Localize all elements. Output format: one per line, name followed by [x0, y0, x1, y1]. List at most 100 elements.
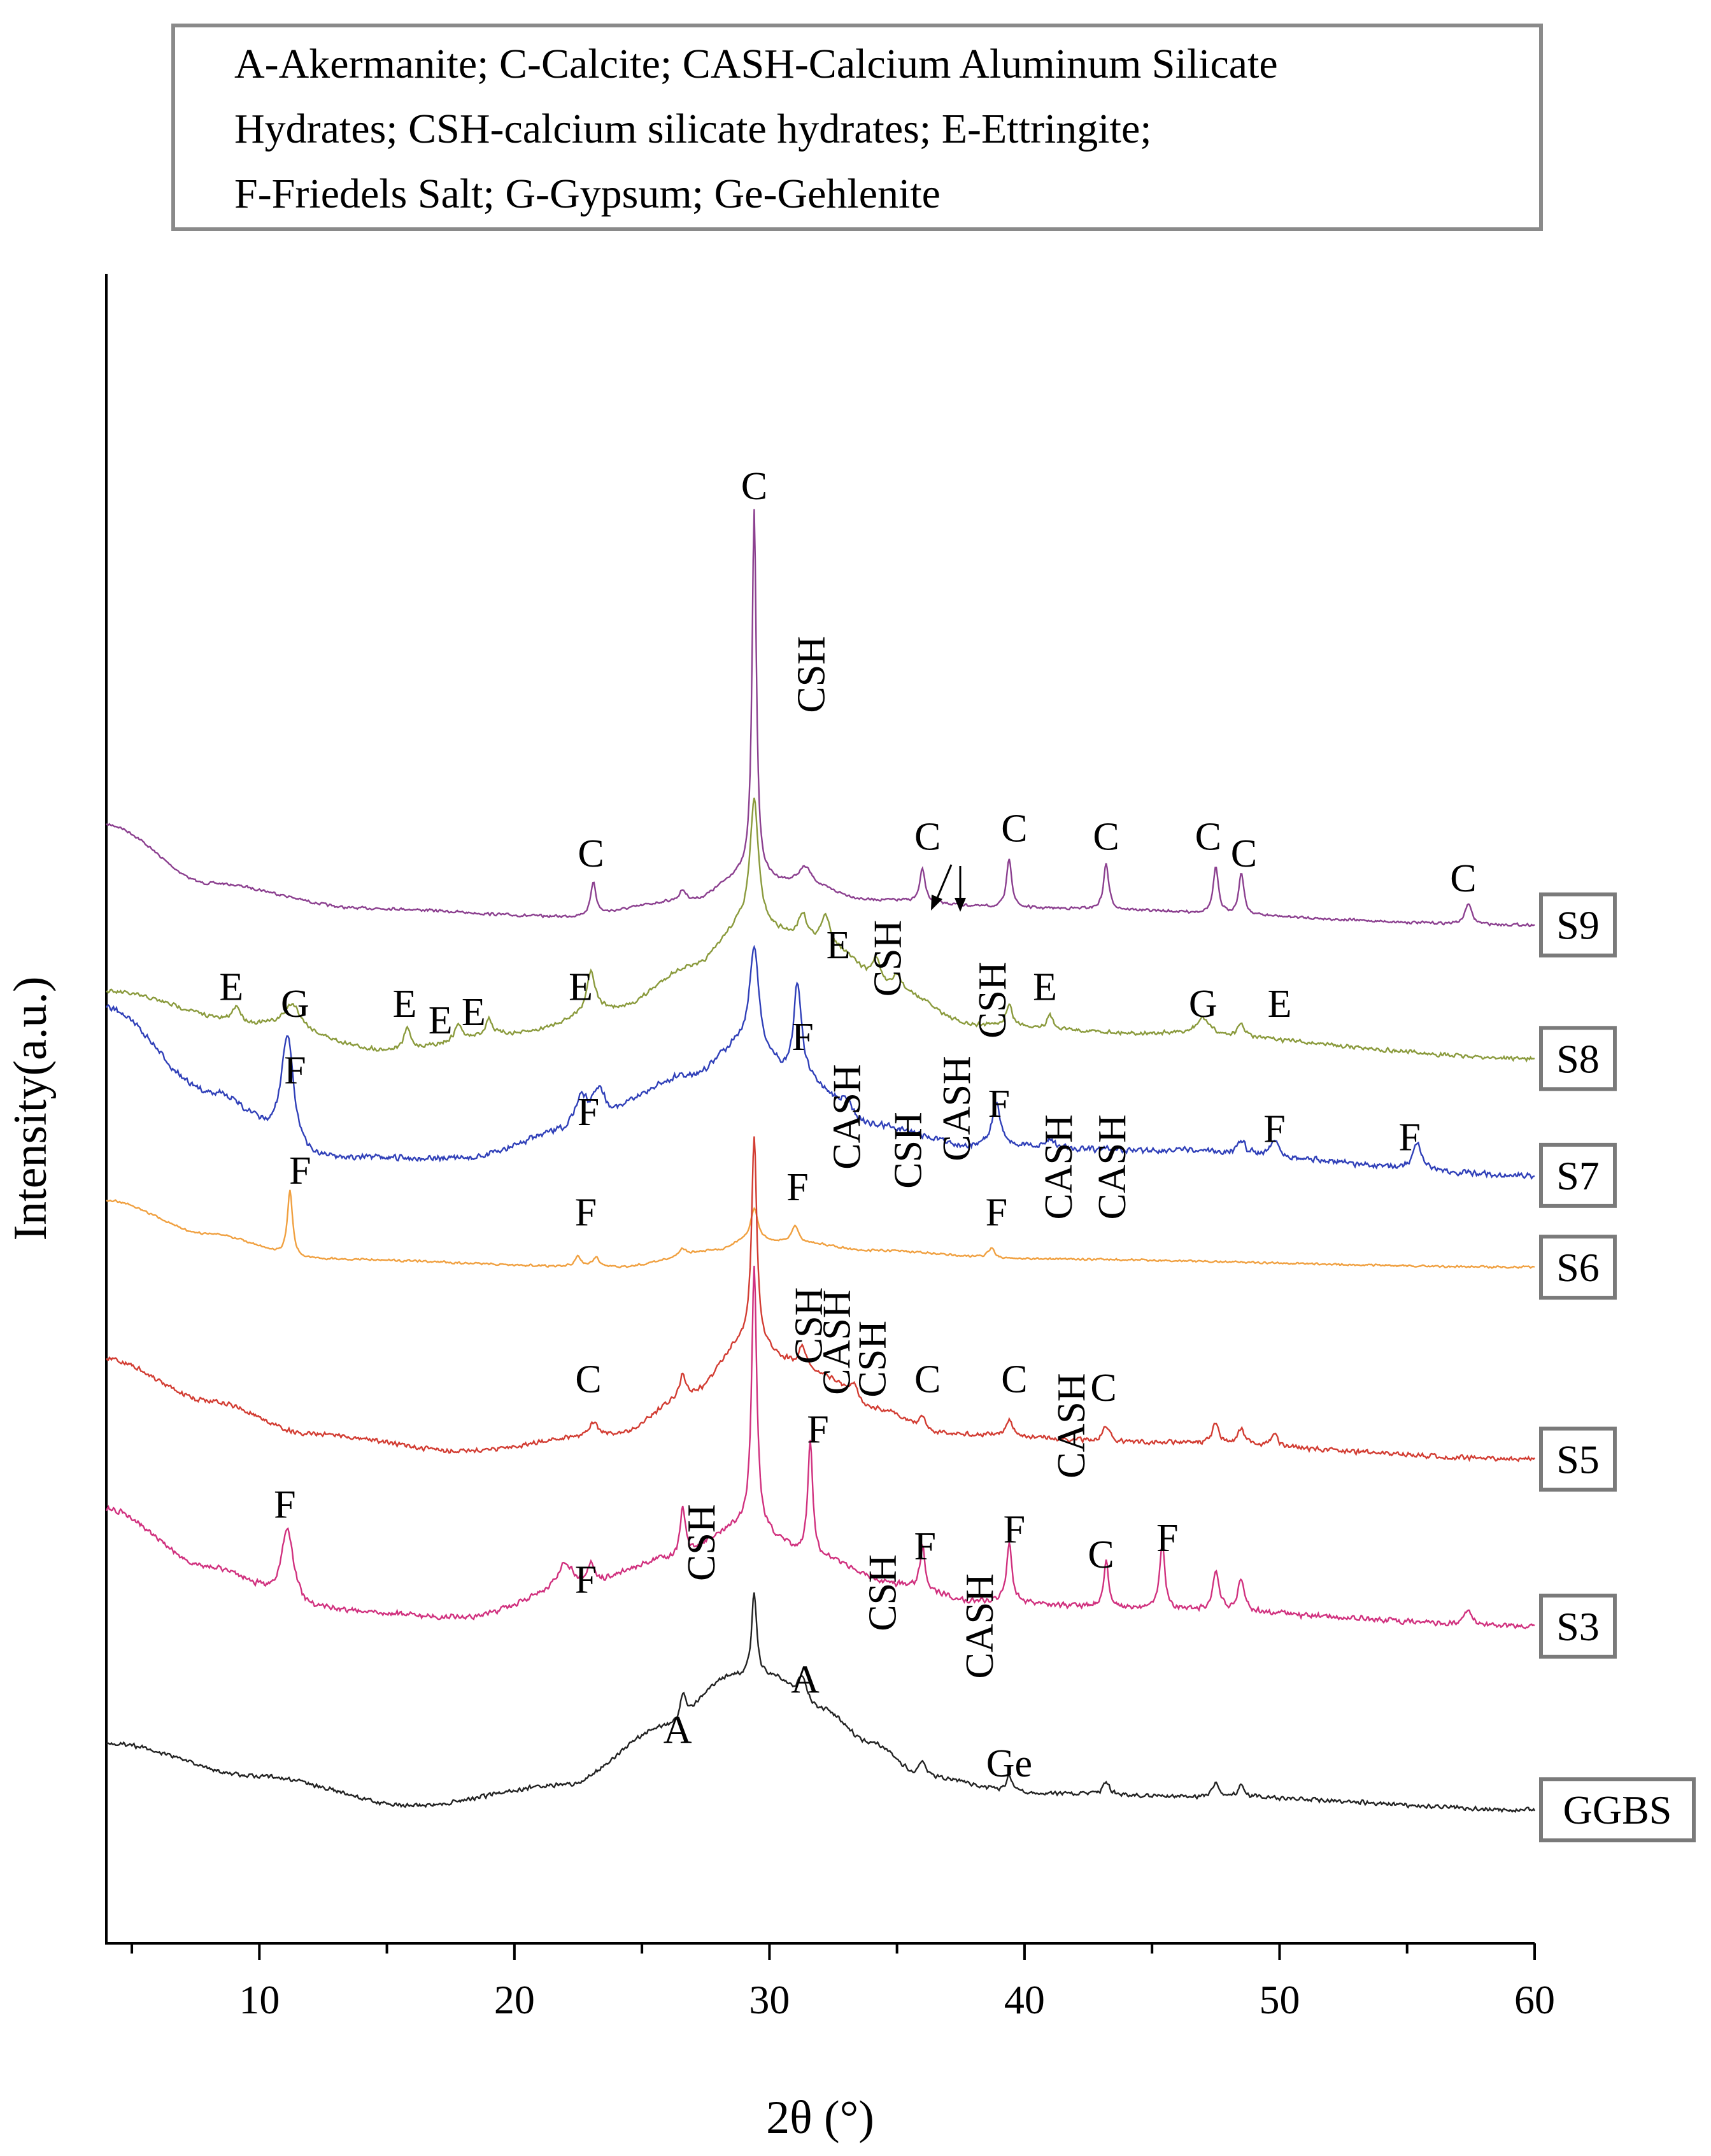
peak-label: F [1004, 1508, 1025, 1552]
x-tick-label: 40 [1004, 1977, 1045, 2022]
peak-label: CSH [887, 1112, 930, 1189]
peak-label: C [575, 1358, 601, 1401]
sample-label-text: S5 [1556, 1437, 1600, 1482]
x-tick-label: 50 [1259, 1977, 1300, 2022]
peak-label: CASH [958, 1573, 1002, 1678]
sample-label-s7: S7 [1539, 1142, 1617, 1208]
peak-label: F [786, 1166, 808, 1209]
peak-label: F [575, 1191, 597, 1235]
peak-label: C [1001, 807, 1027, 851]
peak-label: CSH [867, 920, 910, 997]
peak-label: F [986, 1191, 1007, 1235]
peak-label: Ge [986, 1742, 1032, 1785]
x-tick-label: 60 [1514, 1977, 1555, 2022]
peak-label: E [827, 924, 851, 967]
peak-label: CSH [790, 636, 834, 713]
x-tick-label: 30 [749, 1977, 790, 2022]
sample-label-s5: S5 [1539, 1426, 1617, 1492]
series-line-ggbs [106, 1592, 1536, 1813]
legend-box: A-Akermanite; C-Calcite; CASH-Calcium Al… [171, 24, 1543, 231]
series-line-s6 [106, 1189, 1535, 1269]
peak-label: E [569, 966, 593, 1009]
peak-label: F [988, 1082, 1010, 1126]
x-tick-label: 10 [239, 1977, 280, 2022]
peak-label: E [393, 982, 417, 1026]
peak-label: C [914, 816, 941, 859]
peak-label: E [429, 999, 453, 1042]
peak-label: C [914, 1358, 941, 1401]
x-ticks: 10 20 30 40 50 60 [131, 1943, 1555, 2022]
series-line-s9 [106, 509, 1535, 928]
peak-label: A [664, 1708, 692, 1752]
peak-label: CASH [1037, 1114, 1081, 1219]
sample-label-text: S6 [1556, 1245, 1600, 1290]
peak-label: F [792, 1016, 813, 1059]
sample-label-frame [1539, 1426, 1617, 1492]
peak-label: F [274, 1483, 295, 1526]
arrow-head-2 [955, 898, 966, 912]
sample-label-text: GGBS [1563, 1787, 1672, 1833]
x-tick-label: 20 [494, 1977, 535, 2022]
peak-label: F [1263, 1107, 1285, 1151]
peak-label: CSH [862, 1554, 905, 1631]
sample-label-frame [1539, 1777, 1696, 1843]
axes [105, 274, 1535, 1945]
peak-label: CASH [826, 1064, 869, 1169]
peak-label: CSH [680, 1504, 723, 1581]
legend-line-1: A-Akermanite; C-Calcite; CASH-Calcium Al… [234, 41, 1278, 87]
peak-label: C [1195, 816, 1221, 859]
x-axis-title: 2θ (°) [766, 2092, 874, 2144]
peak-label: CSH [971, 961, 1014, 1039]
peak-label: G [1189, 982, 1218, 1026]
peak-label: CASH [816, 1289, 859, 1394]
sample-label-frame [1539, 1026, 1617, 1091]
peak-label: G [281, 982, 309, 1026]
peak-label: C [1450, 857, 1476, 900]
peak-label: F [1156, 1517, 1178, 1560]
sample-label-text: S3 [1556, 1604, 1600, 1649]
peak-label: CSH [851, 1321, 895, 1398]
peak-label: C [1001, 1358, 1027, 1401]
peak-label: E [219, 966, 243, 1009]
peak-label: F [284, 1049, 306, 1093]
peak-label: F [575, 1558, 597, 1601]
sample-label-text: S9 [1556, 903, 1600, 948]
peak-label: E [1268, 982, 1292, 1026]
peak-label: F [1398, 1116, 1420, 1160]
peak-label: F [914, 1525, 935, 1568]
sample-labels: S9 S8 S7 S6 S5 S3 GGBS [1539, 892, 1696, 1843]
peak-label: C [741, 465, 767, 508]
legend-line-3: F-Friedels Salt; G-Gypsum; Ge-Gehlenite [234, 171, 941, 217]
series-layer [105, 509, 1536, 1813]
peak-label: C [578, 832, 604, 876]
arrow-line-1 [935, 864, 953, 902]
peak-label: A [791, 1659, 820, 1702]
sample-label-ggbs: GGBS [1539, 1777, 1696, 1843]
sample-label-frame [1539, 1142, 1617, 1208]
peak-label: CSH [788, 1287, 831, 1365]
peak-label: CASH [1050, 1373, 1093, 1479]
peak-label: C [1088, 1533, 1114, 1577]
arrow-head-1 [931, 895, 942, 911]
y-axis-title: Intensity(a.u.) [4, 976, 57, 1240]
cash-arrows [931, 864, 966, 912]
sample-label-text: S8 [1556, 1036, 1600, 1081]
peak-label: F [289, 1149, 311, 1193]
peak-label: CASH [1091, 1114, 1134, 1219]
sample-label-s6: S6 [1539, 1235, 1617, 1300]
peak-label: C [1090, 1366, 1116, 1410]
series-line-s8 [106, 797, 1535, 1063]
peak-label: F [578, 1091, 599, 1134]
sample-label-s9: S9 [1539, 892, 1617, 958]
peak-label: E [462, 991, 486, 1034]
series-line-s7 [105, 944, 1535, 1181]
sample-label-s8: S8 [1539, 1026, 1617, 1091]
peak-label: C [1093, 816, 1119, 859]
peak-label: C [1231, 832, 1257, 876]
peak-label: E [1033, 966, 1057, 1009]
peak-label: CASH [935, 1056, 979, 1161]
sample-label-text: S7 [1556, 1153, 1600, 1198]
